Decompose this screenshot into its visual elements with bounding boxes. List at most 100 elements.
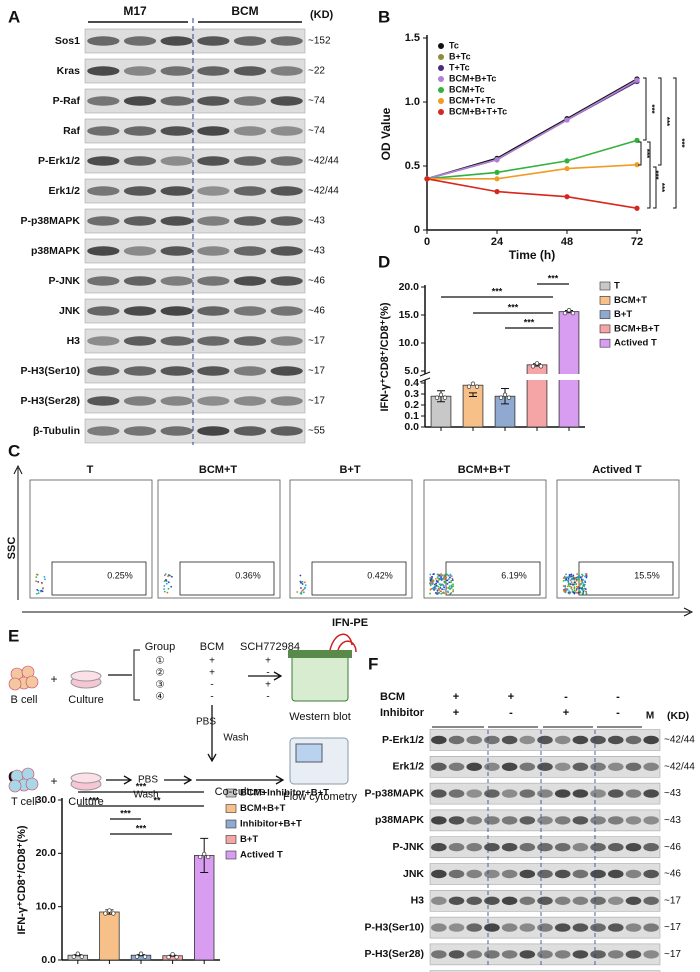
- data-dot: [506, 395, 512, 400]
- data-dot: [530, 364, 536, 369]
- condition-sign: -: [616, 707, 620, 719]
- blot-band: [572, 869, 589, 879]
- flow-event: [437, 585, 440, 588]
- flow-percent: 0.25%: [107, 570, 133, 580]
- flow-event: [433, 589, 435, 591]
- flow-event: [448, 581, 451, 584]
- blot-band: [484, 923, 500, 932]
- blot-mw: ~46: [664, 842, 681, 853]
- data-dot: [474, 384, 480, 389]
- flow-gate: [311, 561, 407, 596]
- legend-swatch: [225, 819, 237, 829]
- flow-event: [451, 577, 454, 580]
- blot-band: [160, 276, 193, 286]
- flow-percent: 0.36%: [235, 570, 261, 580]
- cell-label: T cell: [11, 796, 37, 808]
- flow-event: [573, 591, 575, 594]
- blot-band: [233, 156, 267, 166]
- blot-mw: ~22: [308, 66, 325, 77]
- blot-band: [625, 843, 642, 852]
- bar: [558, 311, 580, 428]
- blot-label: P-H3(Ser10): [364, 921, 424, 933]
- y-tick-label: 0.4: [404, 377, 419, 389]
- blot-band: [270, 306, 303, 316]
- blot-band: [484, 950, 500, 959]
- blot-band: [123, 96, 157, 106]
- cell: [8, 779, 22, 793]
- blot-band: [572, 896, 589, 905]
- operator: +: [50, 774, 57, 788]
- flow-event: [452, 583, 454, 586]
- point: [424, 176, 430, 182]
- condition-sign: +: [453, 707, 459, 719]
- blot-band: [590, 762, 606, 771]
- blot-band: [466, 896, 483, 905]
- flow-event: [35, 592, 38, 595]
- flow-event: [170, 585, 173, 588]
- wash-label: Wash: [133, 790, 158, 801]
- blot-band: [519, 735, 536, 745]
- legend-label: BCM+B+T: [614, 323, 660, 334]
- legend-label: BCM+Tc: [449, 84, 485, 94]
- blot-band: [233, 396, 267, 406]
- flow-event: [565, 578, 568, 581]
- flow-event: [442, 584, 445, 587]
- blot-band: [87, 186, 120, 196]
- condition-sign: -: [616, 691, 620, 703]
- blot-mw: ~42/44: [308, 156, 339, 167]
- flow-event: [437, 577, 440, 580]
- blot-band: [466, 923, 483, 932]
- flow-event: [447, 590, 449, 593]
- blot-band: [197, 276, 230, 286]
- culture-label: Culture: [68, 796, 103, 808]
- coculture-label: Co-culture: [215, 786, 266, 798]
- blot-label: p38MAPK: [31, 245, 80, 257]
- blot-band: [607, 762, 624, 771]
- flow-event: [300, 592, 303, 595]
- legend-marker: [438, 87, 444, 93]
- blot-mw: ~42/44: [308, 186, 339, 197]
- flow-event: [443, 575, 446, 578]
- blot-band: [197, 186, 230, 196]
- flow-gate: [179, 561, 275, 596]
- y-tick-label: 20.0: [399, 281, 420, 293]
- sig-bracket: [647, 141, 651, 209]
- blot-band: [643, 789, 659, 798]
- y-tick-label: 0.2: [404, 399, 419, 411]
- table-cell: +: [209, 668, 215, 679]
- arrow: [248, 671, 283, 681]
- y-tick-label: 0.0: [404, 421, 419, 433]
- flow-event: [575, 582, 577, 585]
- blot-band: [537, 816, 553, 825]
- blot-band: [572, 950, 589, 959]
- point: [494, 157, 500, 163]
- legend-swatch: [599, 324, 611, 334]
- sig-label: ***: [136, 823, 147, 833]
- flow-event: [575, 585, 578, 588]
- point: [564, 158, 570, 164]
- x-tick-label: 48: [561, 236, 573, 248]
- flow-event: [438, 588, 441, 591]
- blot-label: p38MAPK: [375, 814, 424, 826]
- cell: [8, 677, 22, 691]
- data-dot: [134, 954, 140, 959]
- blot-band: [554, 735, 571, 745]
- blot-mw: ~46: [664, 869, 681, 880]
- legend-label: BCM+B+T: [240, 803, 286, 814]
- blot-band: [233, 366, 267, 376]
- blot-label: P-H3(Ser28): [364, 948, 424, 960]
- sig-label: ***: [136, 781, 147, 791]
- flow-event: [300, 581, 302, 584]
- y-tick-label: 0.1: [404, 410, 419, 422]
- wb-lid: [288, 650, 352, 658]
- sig-bracket: [643, 77, 647, 141]
- blot-band: [466, 950, 483, 959]
- legend-swatch: [599, 338, 611, 348]
- blot-band: [87, 276, 120, 286]
- blot-band: [270, 396, 303, 406]
- blot-mw: ~17: [308, 336, 325, 347]
- flow-event: [572, 574, 575, 577]
- blot-band: [431, 869, 447, 879]
- legend-swatch: [599, 281, 611, 291]
- blot-mw: ~74: [308, 126, 325, 137]
